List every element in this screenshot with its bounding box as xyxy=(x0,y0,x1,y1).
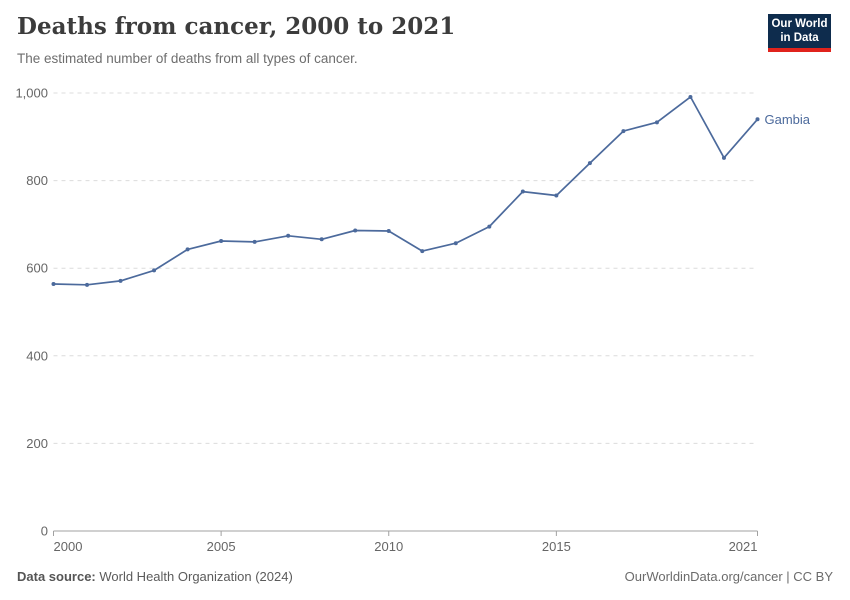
x-tick-label: 2005 xyxy=(207,539,236,554)
data-point-marker[interactable] xyxy=(554,193,559,198)
chart-subtitle: The estimated number of deaths from all … xyxy=(17,51,358,66)
data-point-marker[interactable] xyxy=(219,239,224,244)
y-tick-label: 400 xyxy=(26,348,48,363)
data-point-marker[interactable] xyxy=(353,228,358,233)
credit-link[interactable]: OurWorldinData.org/cancer | CC BY xyxy=(624,569,833,584)
data-point-marker[interactable] xyxy=(118,278,123,283)
data-point-marker[interactable] xyxy=(755,117,760,122)
x-tick-label: 2000 xyxy=(54,539,83,554)
data-point-marker[interactable] xyxy=(252,239,257,244)
data-point-marker[interactable] xyxy=(319,237,324,242)
y-tick-label: 200 xyxy=(26,436,48,451)
data-point-marker[interactable] xyxy=(520,189,525,194)
y-tick-label: 1,000 xyxy=(15,86,48,101)
data-source-line[interactable]: Data source: World Health Organization (… xyxy=(17,569,293,584)
entity-label-gambia[interactable]: Gambia xyxy=(765,112,811,127)
y-tick-label: 0 xyxy=(41,524,48,539)
x-tick-label: 2010 xyxy=(374,539,403,554)
data-point-marker[interactable] xyxy=(152,268,157,273)
owid-logo[interactable]: Our World in Data xyxy=(768,14,831,52)
y-tick-label: 800 xyxy=(26,173,48,188)
data-source-value: World Health Organization (2024) xyxy=(95,569,293,584)
data-point-marker[interactable] xyxy=(688,94,693,99)
data-point-marker[interactable] xyxy=(721,155,726,160)
chart-footer: Data source: World Health Organization (… xyxy=(17,569,833,584)
data-point-marker[interactable] xyxy=(587,161,592,166)
data-point-marker[interactable] xyxy=(487,224,492,229)
y-tick-label: 600 xyxy=(26,261,48,276)
data-source-label: Data source: xyxy=(17,569,96,584)
data-point-marker[interactable] xyxy=(420,249,425,254)
x-tick-label: 2021 xyxy=(729,539,758,554)
chart-title: Deaths from cancer, 2000 to 2021 xyxy=(17,13,456,40)
owid-logo-line2: in Data xyxy=(780,32,819,44)
gambia-series-line[interactable] xyxy=(52,96,759,286)
data-point-marker[interactable] xyxy=(621,129,626,134)
data-point-marker[interactable] xyxy=(453,241,458,246)
data-point-marker[interactable] xyxy=(386,228,391,233)
data-point-marker[interactable] xyxy=(185,247,190,252)
data-point-marker[interactable] xyxy=(654,120,659,125)
x-tick-label: 2015 xyxy=(542,539,571,554)
data-point-marker[interactable] xyxy=(286,233,291,238)
owid-logo-line1: Our World xyxy=(771,18,828,30)
data-point-marker[interactable] xyxy=(85,282,90,287)
data-point-marker[interactable] xyxy=(51,281,56,286)
